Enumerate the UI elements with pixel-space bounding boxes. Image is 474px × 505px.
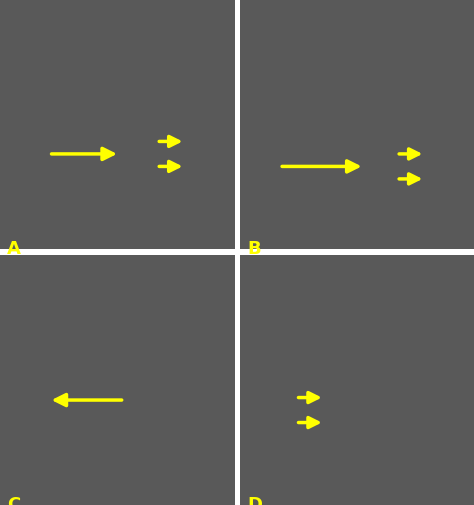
Text: B: B <box>247 239 261 258</box>
Text: C: C <box>7 495 20 505</box>
Text: A: A <box>7 239 21 258</box>
Text: D: D <box>247 495 262 505</box>
